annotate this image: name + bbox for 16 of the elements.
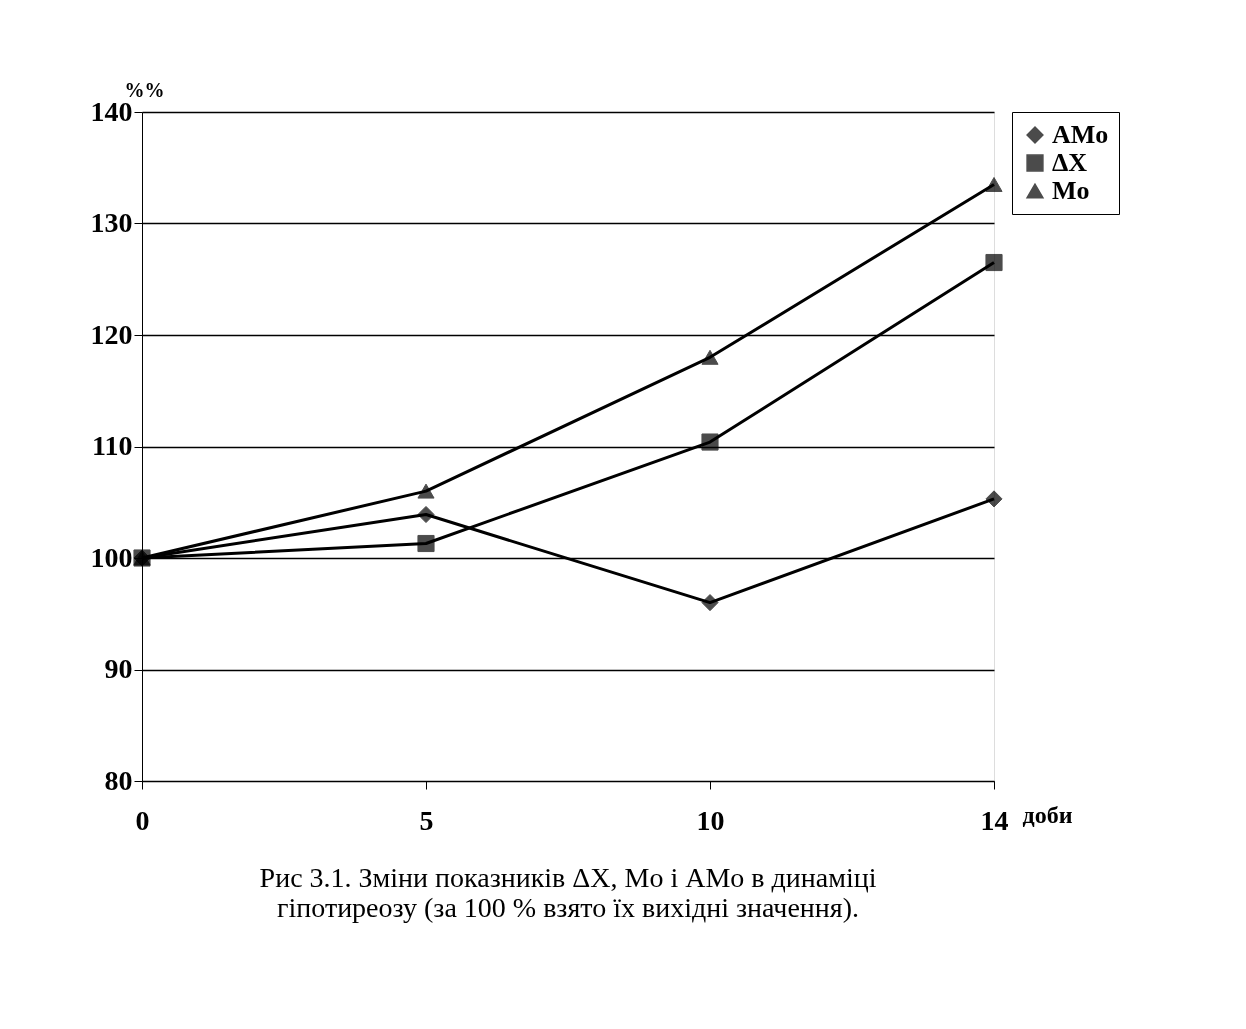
x-tick-label: 14 [980,804,1009,836]
y-tick-label: 110 [92,430,133,461]
y-tick-label: 80 [104,764,133,796]
x-tick-label: 0 [135,804,150,836]
y-tick-label: 130 [90,207,133,238]
y-tick-label: 100 [90,541,133,573]
legend-label: ΔX [1052,148,1088,177]
text: Рис 3.1. Зміни показників ΔX, Mo і AMo в динаміці гіпотиреозу (за 100 % взято їх вихідні значення). [259,862,877,923]
legend-label: AMo [1052,120,1109,149]
x-axis-title: доби [1022,801,1073,828]
y-tick-label: 90 [104,653,133,684]
y-axis-title: %% [124,78,165,101]
x-tick-label: 5 [419,804,434,836]
legend-label: Mo [1052,176,1090,205]
x-tick-label: 10 [696,804,725,836]
y-tick-label: 120 [90,318,133,350]
